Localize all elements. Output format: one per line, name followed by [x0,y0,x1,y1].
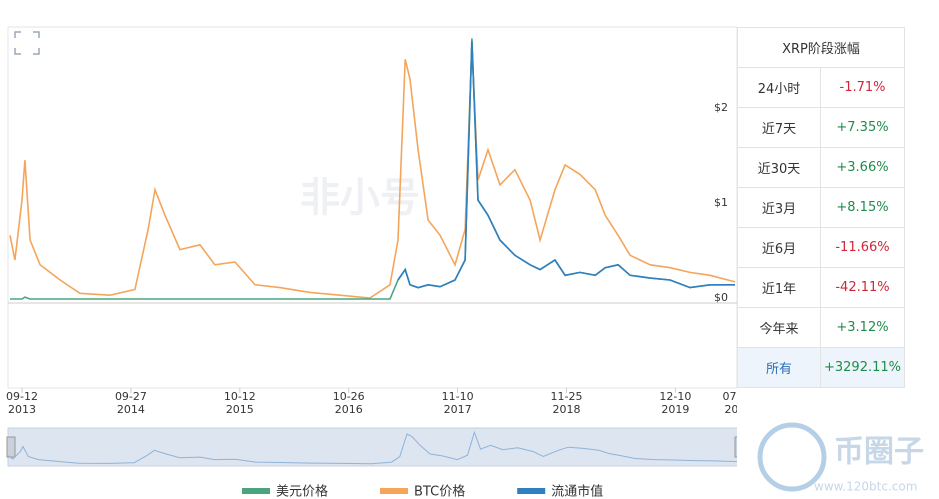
change-value: +8.15% [820,187,905,228]
change-value: +3292.11% [820,347,905,388]
plot-frame [7,26,737,389]
table-row: 今年来 +3.12% [737,307,905,348]
x-tick-label: 2015 [226,403,254,416]
x-tick-label: 10-12 [224,390,256,403]
period: 近3月 [737,187,821,228]
price-line [397,41,735,289]
brand-logo: 币圈子 www.120btc.com [757,422,924,494]
y-tick-label: $2 [714,101,728,114]
change-value: +7.35% [820,107,905,148]
legend-label: 流通市值 [551,484,603,499]
x-tick-label: 07-17 [722,390,737,403]
x-tick-label: 2016 [335,403,363,416]
fullscreen-icon[interactable] [14,31,40,55]
brand-name: 币圈子 [834,435,924,470]
change-table: XRP阶段涨幅 24小时 -1.71% 近7天 +7.35% 近30天 +3.66% 近3月… [737,27,905,388]
change-value: -1.71% [820,67,905,108]
change-value: -11.66% [820,227,905,268]
period: 近6月 [737,227,821,268]
table-row: 24小时 -1.71% [737,67,905,108]
x-tick-label: 2019 [661,403,689,416]
table-row: 近1年 -42.11% [737,267,905,308]
x-tick-label: 2020 [724,403,737,416]
table-row: 近6月 -11.66% [737,227,905,268]
brand-url: www.120btc.com [814,480,917,494]
price-line [9,45,736,299]
period: 24小时 [737,67,821,108]
period: 近30天 [737,147,821,188]
period: 近1年 [737,267,821,308]
navigator-handle[interactable] [734,436,737,458]
navigator-handle[interactable] [6,436,16,458]
x-tick-label: 09-27 [115,390,147,403]
change-value: +3.12% [820,307,905,348]
x-tick-label: 09-12 [6,390,38,403]
change-value: +3.66% [820,147,905,188]
x-tick-label: 2014 [117,403,145,416]
x-tick-label: 10-26 [333,390,365,403]
table-row: 近3月 +8.15% [737,187,905,228]
navigator[interactable] [7,427,737,467]
period: 近7天 [737,107,821,148]
logo-ring [757,422,827,492]
x-tick-label: 2018 [553,403,581,416]
table-title: XRP阶段涨幅 [737,27,905,68]
price-line [10,38,735,300]
x-tick-label: 12-10 [659,390,691,403]
x-tick-label: 11-10 [442,390,474,403]
table-row: 近30天 +3.66% [737,147,905,188]
legend-label: BTC价格 [414,484,465,499]
x-tick-label: 11-25 [551,390,583,403]
navigator-line [7,430,737,465]
legend-swatch [242,488,270,494]
watermark: 非小号 [300,175,420,221]
period: 今年来 [737,307,821,348]
x-tick-label: 2013 [8,403,36,416]
table-row: 近7天 +7.35% [737,107,905,148]
y-tick-label: $1 [714,196,728,209]
table-row: 所有 +3292.11% [737,347,905,388]
change-value: -42.11% [820,267,905,308]
y-tick-label: $0 [714,291,728,304]
period: 所有 [737,347,821,388]
x-tick-label: 2017 [444,403,472,416]
legend-swatch [517,488,546,494]
legend-label: 美元价格 [276,484,328,499]
legend-swatch [380,488,409,494]
